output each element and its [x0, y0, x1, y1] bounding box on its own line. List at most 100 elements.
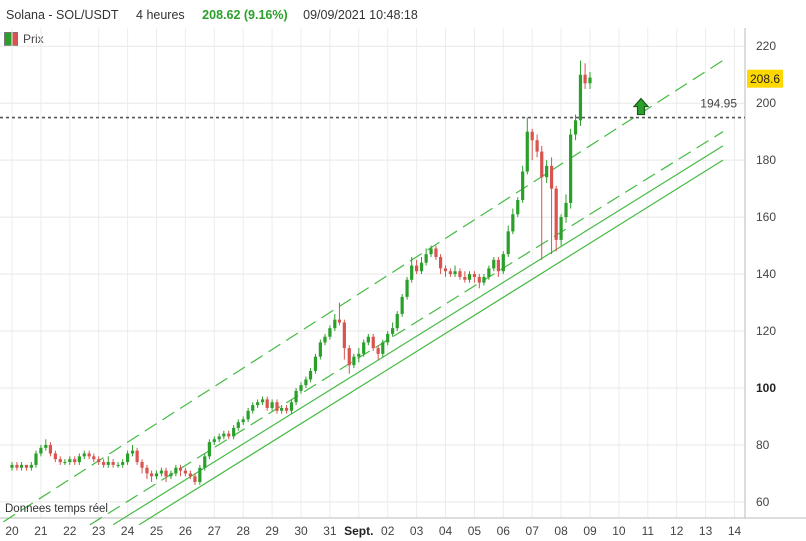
- candle-body: [588, 77, 592, 84]
- candle-body: [366, 336, 370, 343]
- candle-body: [337, 319, 342, 323]
- candle-body: [294, 390, 298, 403]
- candle-body: [203, 456, 207, 468]
- candle-body: [15, 464, 19, 468]
- x-tick-label: 04: [439, 524, 453, 538]
- candle-body: [236, 422, 240, 428]
- candle-body: [549, 165, 554, 189]
- candle-body: [482, 276, 486, 283]
- candle-body: [357, 353, 361, 357]
- candle-body: [487, 268, 491, 277]
- up-arrow-icon: [632, 97, 650, 116]
- candle-body: [415, 265, 419, 272]
- candle-body: [241, 419, 245, 423]
- candle-body: [289, 402, 294, 411]
- candle-body: [521, 171, 525, 201]
- candle-body: [395, 313, 399, 329]
- x-tick-label: 23: [92, 524, 106, 538]
- candle-body: [174, 467, 178, 474]
- candle-body: [121, 462, 125, 465]
- candle-body: [400, 296, 404, 314]
- candle-body: [111, 462, 115, 465]
- trend-line-dashed: [3, 59, 724, 523]
- x-tick-label: 05: [468, 524, 482, 538]
- candle-body: [140, 462, 144, 468]
- y-tick-label: 140: [756, 267, 776, 281]
- candle-body: [183, 470, 187, 474]
- x-tick-label: 27: [208, 524, 222, 538]
- candle-body: [19, 464, 24, 468]
- candle-body: [438, 256, 443, 269]
- y-tick-label: 60: [756, 495, 770, 509]
- candle-body: [467, 274, 472, 280]
- candle-body: [29, 464, 33, 468]
- candle-body: [82, 453, 86, 457]
- timeframe[interactable]: 4 heures: [136, 8, 185, 22]
- candle-body: [511, 214, 515, 232]
- x-tick-label: 24: [121, 524, 135, 538]
- price-change: 208.62 (9.16%): [202, 8, 288, 22]
- candle-body: [130, 450, 135, 454]
- candle-body: [501, 254, 505, 272]
- x-tick-label: 02: [381, 524, 395, 538]
- candle-body: [429, 248, 433, 255]
- candle-body: [559, 217, 563, 240]
- candle-body: [246, 410, 250, 420]
- datetime: 09/09/2021 10:48:18: [303, 8, 418, 22]
- y-tick-label: 160: [756, 210, 776, 224]
- candle-body: [178, 467, 183, 471]
- candle-body: [251, 405, 255, 411]
- legend[interactable]: Prix: [4, 32, 44, 46]
- x-tick-label: 13: [699, 524, 713, 538]
- candle-body: [304, 379, 308, 386]
- candle-body: [376, 348, 380, 354]
- candle-body: [443, 268, 448, 272]
- candle-body: [578, 74, 583, 121]
- candle-body: [39, 447, 43, 454]
- x-tick-label: 20: [5, 524, 19, 538]
- candle-body: [270, 402, 274, 408]
- candle-body: [492, 259, 496, 269]
- candle-body: [323, 336, 327, 343]
- candle-body: [212, 439, 216, 443]
- x-tick-label: 14: [728, 524, 742, 538]
- candle-body: [63, 462, 67, 464]
- candle-body: [58, 459, 62, 463]
- candle-body: [232, 427, 236, 437]
- candle-body: [77, 456, 81, 463]
- trend-line-solid: [112, 145, 724, 526]
- candle-body: [188, 473, 192, 477]
- x-tick-label: 07: [526, 524, 540, 538]
- x-tick-label: 11: [642, 524, 655, 538]
- candle-body: [525, 131, 529, 172]
- x-tick-label: 28: [237, 524, 251, 538]
- candle-body: [516, 200, 520, 215]
- x-tick-label: 25: [150, 524, 164, 538]
- x-tick-label: 21: [34, 524, 48, 538]
- y-tick-label: 120: [756, 324, 776, 338]
- candle-body: [34, 453, 38, 465]
- candle-body: [410, 265, 414, 280]
- candle-body: [222, 433, 226, 437]
- candle-body: [477, 276, 481, 283]
- resistance-level-label: 194.95: [700, 97, 737, 111]
- x-tick-label: 10: [612, 524, 626, 538]
- candle-body: [573, 120, 578, 135]
- x-tick-label: 12: [670, 524, 684, 538]
- instrument-name: Solana - SOL/USDT: [6, 8, 119, 22]
- x-tick-label: 08: [554, 524, 568, 538]
- legend-label: Prix: [23, 32, 44, 46]
- candle-body: [569, 134, 573, 203]
- candle-body: [347, 348, 351, 366]
- y-tick-label: 220: [756, 39, 776, 53]
- candle-body: [280, 407, 284, 411]
- candle-body: [583, 74, 587, 84]
- y-tick-label: 100: [756, 381, 776, 395]
- candle-body: [92, 456, 96, 460]
- candle-body: [328, 328, 332, 337]
- candle-body: [260, 399, 265, 403]
- candle-body: [333, 319, 337, 329]
- last-price-tag: [747, 69, 783, 88]
- candle-body: [149, 473, 154, 477]
